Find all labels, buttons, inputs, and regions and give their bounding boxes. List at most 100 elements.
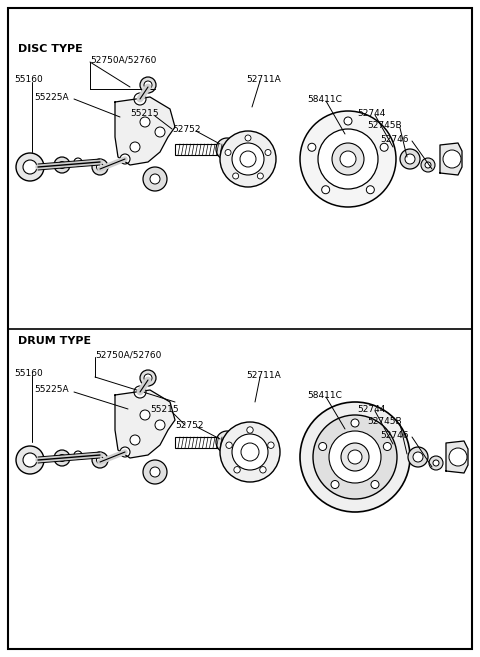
Circle shape — [429, 456, 443, 470]
Circle shape — [54, 450, 70, 466]
Circle shape — [130, 142, 140, 152]
Circle shape — [59, 455, 65, 461]
Circle shape — [74, 451, 82, 459]
Bar — [175, 144, 225, 155]
Text: 55215: 55215 — [130, 110, 158, 118]
Circle shape — [348, 450, 362, 464]
Circle shape — [344, 117, 352, 125]
Circle shape — [216, 431, 238, 453]
Circle shape — [384, 443, 391, 451]
Circle shape — [380, 143, 388, 151]
Circle shape — [16, 153, 44, 181]
Circle shape — [144, 81, 152, 89]
Polygon shape — [440, 143, 462, 175]
Circle shape — [96, 457, 104, 463]
Circle shape — [74, 158, 82, 166]
Circle shape — [232, 143, 264, 175]
Text: 55225A: 55225A — [34, 93, 69, 101]
Circle shape — [241, 443, 259, 461]
Circle shape — [120, 447, 130, 457]
Text: 52752: 52752 — [175, 420, 204, 430]
Circle shape — [421, 158, 435, 172]
Circle shape — [433, 460, 439, 466]
Text: 52745B: 52745B — [367, 122, 402, 131]
Circle shape — [144, 374, 152, 382]
Circle shape — [245, 135, 251, 141]
Circle shape — [449, 448, 467, 466]
Circle shape — [150, 467, 160, 477]
Circle shape — [443, 150, 461, 168]
Circle shape — [155, 127, 165, 137]
Circle shape — [140, 77, 156, 93]
Circle shape — [220, 131, 276, 187]
Text: 52711A: 52711A — [246, 371, 281, 380]
Circle shape — [23, 160, 37, 174]
Text: 52711A: 52711A — [246, 74, 281, 83]
Text: 52745B: 52745B — [367, 417, 402, 426]
Text: 55160: 55160 — [14, 369, 43, 378]
Circle shape — [308, 143, 316, 151]
Circle shape — [92, 452, 108, 468]
Text: 52746: 52746 — [380, 135, 408, 143]
Circle shape — [405, 154, 415, 164]
Circle shape — [92, 159, 108, 175]
Circle shape — [226, 442, 232, 448]
Circle shape — [59, 162, 65, 168]
Polygon shape — [115, 390, 175, 458]
Text: 52744: 52744 — [357, 108, 385, 118]
Circle shape — [240, 151, 256, 167]
Circle shape — [371, 480, 379, 489]
Circle shape — [143, 167, 167, 191]
Circle shape — [260, 466, 266, 473]
Circle shape — [268, 442, 274, 448]
Circle shape — [222, 144, 232, 154]
Circle shape — [140, 410, 150, 420]
Circle shape — [216, 138, 238, 160]
Circle shape — [130, 435, 140, 445]
Text: 55160: 55160 — [14, 76, 43, 85]
Circle shape — [318, 129, 378, 189]
Circle shape — [232, 434, 268, 470]
Circle shape — [332, 143, 364, 175]
Circle shape — [222, 437, 232, 447]
Text: DRUM TYPE: DRUM TYPE — [18, 336, 91, 346]
Circle shape — [257, 173, 264, 179]
Circle shape — [300, 111, 396, 207]
Text: DISC TYPE: DISC TYPE — [18, 44, 83, 54]
Circle shape — [341, 443, 369, 471]
Circle shape — [225, 150, 231, 156]
Circle shape — [54, 157, 70, 173]
Circle shape — [150, 174, 160, 184]
Circle shape — [400, 149, 420, 169]
Circle shape — [425, 162, 431, 168]
Circle shape — [413, 452, 423, 462]
Circle shape — [265, 150, 271, 156]
Circle shape — [134, 386, 146, 398]
Text: 58411C: 58411C — [307, 390, 342, 399]
Text: 58411C: 58411C — [307, 95, 342, 104]
Circle shape — [322, 186, 330, 194]
Circle shape — [220, 422, 280, 482]
Circle shape — [351, 419, 359, 427]
Circle shape — [140, 370, 156, 386]
Circle shape — [247, 427, 253, 433]
Circle shape — [366, 186, 374, 194]
Circle shape — [23, 453, 37, 467]
Circle shape — [331, 480, 339, 489]
Circle shape — [340, 151, 356, 167]
Circle shape — [408, 447, 428, 467]
Text: 52744: 52744 — [357, 405, 385, 413]
Circle shape — [155, 420, 165, 430]
Circle shape — [140, 117, 150, 127]
Text: 52746: 52746 — [380, 430, 408, 440]
Circle shape — [233, 173, 239, 179]
Circle shape — [16, 446, 44, 474]
Circle shape — [143, 460, 167, 484]
Text: 55225A: 55225A — [34, 386, 69, 394]
Circle shape — [313, 415, 397, 499]
Circle shape — [96, 164, 104, 171]
Text: 52750A/52760: 52750A/52760 — [95, 350, 161, 359]
Text: 55215: 55215 — [150, 405, 179, 415]
Text: 52750A/52760: 52750A/52760 — [90, 55, 156, 64]
Bar — [175, 437, 225, 448]
